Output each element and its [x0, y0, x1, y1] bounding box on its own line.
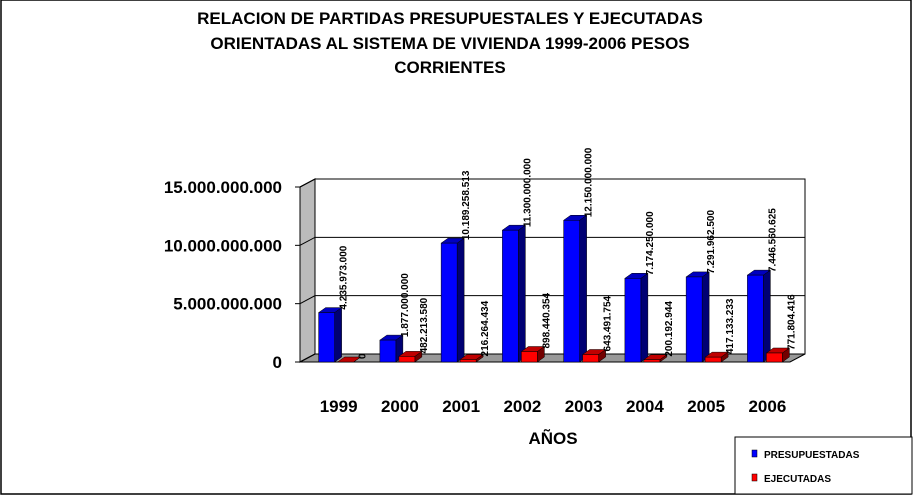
floor [299, 353, 806, 363]
bar [459, 359, 477, 363]
bar [766, 352, 783, 363]
bar [685, 276, 703, 363]
data-label: 0 [358, 353, 369, 359]
bar [624, 278, 642, 363]
x-tick-label: 2002 [503, 397, 541, 416]
chart-title: RELACION DE PARTIDAS PRESUPUESTALES Y EJ… [197, 9, 703, 28]
bar [563, 220, 580, 363]
grid-line [299, 178, 805, 188]
x-tick-label: 2003 [565, 397, 603, 416]
x-tick-label: 2005 [687, 397, 725, 416]
data-label: 1.877.000.000 [400, 273, 411, 337]
data-label: 7.174.250.000 [645, 211, 656, 275]
data-label: 771.804.416 [786, 294, 797, 350]
bar [318, 312, 335, 363]
bar [440, 242, 458, 363]
grid-line [299, 236, 805, 246]
data-label: 216.264.434 [480, 300, 491, 356]
bar [502, 229, 519, 363]
y-tick-label: 5.000.000.000 [173, 295, 282, 314]
bar [379, 339, 397, 363]
data-label: 898.440.354 [541, 292, 552, 348]
legend-label: EJECUTADAS [764, 474, 831, 485]
bar [747, 274, 764, 363]
legend-swatch [751, 473, 758, 482]
data-label: 643.491.754 [603, 295, 614, 351]
data-label: 417.133.233 [725, 298, 736, 354]
data-label: 10.189.258.513 [461, 170, 472, 240]
data-label: 11.300.000.000 [522, 158, 533, 227]
data-label: 200.192.944 [664, 301, 675, 357]
bar [521, 351, 538, 363]
x-axis-title: AÑOS [528, 428, 577, 448]
bar [643, 359, 661, 363]
x-tick-label: 2004 [626, 397, 664, 416]
data-label: 482.213.580 [419, 297, 430, 353]
legend-swatch [751, 449, 758, 458]
x-tick-label: 1999 [320, 397, 358, 416]
data-label: 12.150.000.000 [584, 147, 595, 217]
bar [398, 356, 416, 363]
legend-label: PRESUPUESTADAS [764, 450, 860, 461]
bar-top [336, 356, 362, 363]
x-tick-label: 2001 [442, 397, 480, 416]
x-tick-label: 2006 [748, 397, 786, 416]
data-label: 7.291.962.500 [706, 210, 717, 274]
bar-side [701, 271, 710, 363]
bar-side [456, 237, 465, 363]
y-tick-label: 10.000.000.000 [164, 236, 282, 255]
bar-side [518, 224, 526, 363]
data-label: 7.446.560.625 [767, 208, 778, 272]
chart-title: CORRIENTES [394, 58, 505, 77]
bar-side [763, 269, 771, 363]
bar-side [640, 272, 649, 363]
y-tick-label: 0 [273, 353, 282, 372]
bar [582, 354, 599, 363]
bar [704, 356, 722, 363]
bar-side [579, 214, 587, 363]
data-label: 4.235.973.000 [339, 245, 350, 309]
side-wall [299, 178, 316, 363]
legend [734, 436, 913, 495]
y-tick-label: 15.000.000.000 [164, 178, 282, 197]
chart-title: ORIENTADAS AL SISTEMA DE VIVIENDA 1999-2… [210, 34, 689, 53]
x-tick-label: 2000 [381, 397, 419, 416]
bar-side [334, 307, 342, 363]
